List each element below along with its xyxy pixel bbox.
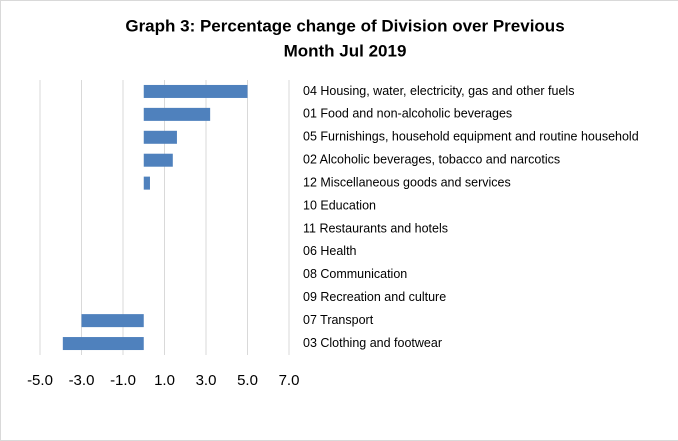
bar <box>143 153 173 167</box>
category-label: 07 Transport <box>303 313 374 327</box>
category-label: 10 Education <box>303 198 376 212</box>
category-label: 02 Alcoholic beverages, tobacco and narc… <box>303 153 560 167</box>
bar <box>143 176 150 190</box>
x-tick-label: 1.0 <box>154 372 175 389</box>
category-label: 03 Clothing and footwear <box>303 336 442 350</box>
chart-title: Month Jul 2019 <box>284 41 407 60</box>
bar <box>62 337 144 351</box>
x-tick-label: -5.0 <box>27 372 53 389</box>
x-tick-label: 7.0 <box>279 372 300 389</box>
bar <box>143 130 177 144</box>
bar <box>143 107 211 121</box>
category-label: 09 Recreation and culture <box>303 290 446 304</box>
x-tick-label: 3.0 <box>196 372 217 389</box>
chart-title: Graph 3: Percentage change of Division o… <box>125 16 564 35</box>
x-tick-label: -3.0 <box>69 372 95 389</box>
x-tick-label: -1.0 <box>110 372 136 389</box>
category-label: 08 Communication <box>303 267 407 281</box>
bar <box>81 314 144 328</box>
x-tick-label: 5.0 <box>237 372 258 389</box>
bar <box>143 84 248 98</box>
category-label: 11 Restaurants and hotels <box>303 221 448 235</box>
category-label: 04 Housing, water, electricity, gas and … <box>303 84 574 98</box>
category-label: 12 Miscellaneous goods and services <box>303 175 511 189</box>
category-label: 01 Food and non-alcoholic beverages <box>303 107 512 121</box>
category-label: 06 Health <box>303 244 357 258</box>
category-label: 05 Furnishings, household equipment and … <box>303 130 639 144</box>
